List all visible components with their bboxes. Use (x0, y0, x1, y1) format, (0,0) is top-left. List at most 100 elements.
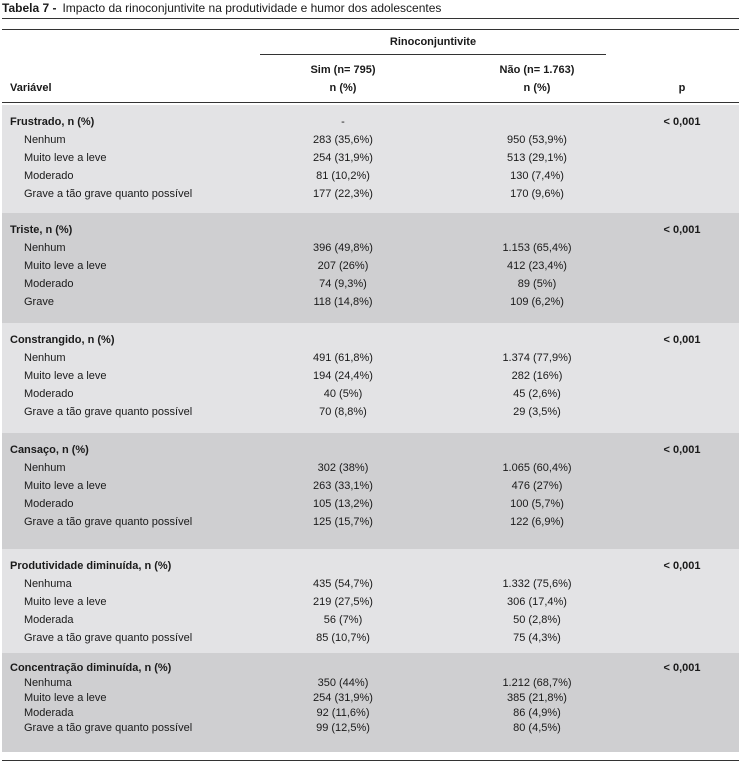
row-sim-value: 118 (14,8%) (313, 296, 373, 308)
table-row: Muito leve a leve 194 (24,4%) 282 (16%) (2, 367, 739, 385)
header-sim-unit: n (%) (329, 82, 357, 94)
group-label: Constrangido, n (%) (10, 334, 115, 346)
row-sim-value: 125 (15,7%) (313, 516, 373, 528)
row-label: Muito leve a leve (24, 480, 107, 492)
group-p-value: < 0,001 (663, 444, 701, 456)
table-row: Nenhum 491 (61,8%) 1.374 (77,9%) (2, 349, 739, 367)
table-row: Muito leve a leve 263 (33,1%) 476 (27%) (2, 477, 739, 495)
row-sim-value: 491 (61,8%) (313, 352, 373, 364)
group-label: Frustrado, n (%) (10, 116, 95, 128)
row-nao-value: 75 (4,3%) (513, 632, 561, 644)
group-sim-value: - (341, 116, 345, 128)
table-row: Muito leve a leve 219 (27,5%) 306 (17,4%) (2, 593, 739, 611)
table-group: Cansaço, n (%) < 0,001 Nenhum 302 (38%) 1.06… (2, 433, 739, 549)
group-p-value: < 0,001 (663, 662, 701, 674)
row-label: Moderada (24, 614, 74, 626)
row-nao-value: 122 (6,9%) (510, 516, 564, 528)
row-nao-value: 50 (2,8%) (513, 614, 561, 626)
table-row: Moderado 74 (9,3%) 89 (5%) (2, 275, 739, 293)
table-row: Nenhum 283 (35,6%) 950 (53,9%) (2, 131, 739, 149)
top-rule-2 (2, 29, 739, 30)
table-row: Moderado 81 (10,2%) 130 (7,4%) (2, 167, 739, 185)
group-p-value: < 0,001 (663, 560, 701, 572)
row-nao-value: 950 (53,9%) (507, 134, 567, 146)
row-nao-value: 89 (5%) (517, 278, 557, 290)
row-label: Grave a tão grave quanto possível (24, 516, 193, 528)
row-label: Nenhum (24, 462, 66, 474)
row-nao-value: 45 (2,6%) (513, 388, 561, 400)
row-sim-value: 194 (24,4%) (313, 370, 373, 382)
header-group-rule (260, 54, 606, 55)
group-label: Cansaço, n (%) (10, 444, 89, 456)
row-nao-value: 130 (7,4%) (510, 170, 564, 182)
row-label: Grave (24, 296, 54, 308)
row-nao-value: 29 (3,5%) (513, 406, 561, 418)
row-label: Moderado (24, 278, 74, 290)
row-sim-value: 105 (13,2%) (313, 498, 373, 510)
row-nao-value: 1.332 (75,6%) (502, 578, 572, 590)
bottom-rule (2, 760, 739, 761)
table-row: Moderada 56 (7%) 50 (2,8%) (2, 611, 739, 629)
group-header-row: Concentração diminuída, n (%) < 0,001 (2, 661, 739, 676)
row-nao-value: 80 (4,5%) (513, 722, 561, 734)
table-row: Grave a tão grave quanto possível 177 (22… (2, 185, 739, 203)
row-label: Moderado (24, 170, 74, 182)
row-label: Grave a tão grave quanto possível (24, 722, 193, 734)
group-header-row: Frustrado, n (%) - < 0,001 (2, 113, 739, 131)
group-header-row: Triste, n (%) < 0,001 (2, 221, 739, 239)
top-rule (2, 18, 739, 19)
table-row: Moderada 92 (11,6%) 86 (4,9%) (2, 706, 739, 721)
table-row: Nenhum 302 (38%) 1.065 (60,4%) (2, 459, 739, 477)
caption-title: Impacto da rinoconjuntivite na produtivi… (62, 1, 442, 15)
row-sim-value: 92 (11,6%) (316, 707, 370, 719)
row-sim-value: 263 (33,1%) (313, 480, 373, 492)
group-label: Concentração diminuída, n (%) (10, 662, 172, 674)
row-nao-value: 109 (6,2%) (510, 296, 564, 308)
table-group: Constrangido, n (%) < 0,001 Nenhum 491 (61,… (2, 323, 739, 433)
header-group: Rinoconjuntivite (389, 36, 477, 48)
row-nao-value: 1.065 (60,4%) (502, 462, 572, 474)
table-caption: Tabela 7 - Impacto da rinoconjuntivite na… (2, 0, 441, 18)
header-bottom-rule (2, 102, 739, 103)
table-group: Produtividade diminuída, n (%) < 0,001 Nen… (2, 549, 739, 653)
group-p-value: < 0,001 (663, 116, 701, 128)
row-sim-value: 81 (10,2%) (316, 170, 370, 182)
row-nao-value: 1.153 (65,4%) (502, 242, 572, 254)
row-nao-value: 86 (4,9%) (513, 707, 561, 719)
row-sim-value: 350 (44%) (317, 677, 369, 689)
row-nao-value: 170 (9,6%) (510, 188, 564, 200)
row-nao-value: 1.374 (77,9%) (502, 352, 572, 364)
row-sim-value: 207 (26%) (317, 260, 369, 272)
row-sim-value: 70 (8,8%) (319, 406, 367, 418)
table-row: Grave a tão grave quanto possível 70 (8,8… (2, 403, 739, 421)
header-sim: Sim (n= 795) (310, 64, 376, 76)
row-sim-value: 74 (9,3%) (319, 278, 367, 290)
table-row: Nenhum 396 (49,8%) 1.153 (65,4%) (2, 239, 739, 257)
group-header-row: Cansaço, n (%) < 0,001 (2, 441, 739, 459)
row-sim-value: 219 (27,5%) (313, 596, 373, 608)
table-row: Grave 118 (14,8%) 109 (6,2%) (2, 293, 739, 311)
row-sim-value: 177 (22,3%) (313, 188, 373, 200)
group-p-value: < 0,001 (663, 224, 701, 236)
group-p-value: < 0,001 (663, 334, 701, 346)
row-nao-value: 476 (27%) (511, 480, 563, 492)
row-nao-value: 282 (16%) (511, 370, 563, 382)
row-nao-value: 306 (17,4%) (507, 596, 567, 608)
row-label: Moderado (24, 388, 74, 400)
row-sim-value: 254 (31,9%) (313, 692, 373, 704)
row-label: Muito leve a leve (24, 370, 107, 382)
row-nao-value: 385 (21,8%) (507, 692, 567, 704)
group-label: Triste, n (%) (10, 224, 73, 236)
row-label: Nenhum (24, 352, 66, 364)
row-sim-value: 302 (38%) (317, 462, 369, 474)
row-nao-value: 100 (5,7%) (510, 498, 564, 510)
row-sim-value: 99 (12,5%) (316, 722, 370, 734)
table-row: Moderado 40 (5%) 45 (2,6%) (2, 385, 739, 403)
group-header-row: Produtividade diminuída, n (%) < 0,001 (2, 557, 739, 575)
table-row: Muito leve a leve 254 (31,9%) 385 (21,8%) (2, 691, 739, 706)
row-nao-value: 1.212 (68,7%) (502, 677, 572, 689)
header-nao-unit: n (%) (523, 82, 551, 94)
row-label: Nenhuma (24, 578, 72, 590)
row-label: Nenhum (24, 134, 66, 146)
row-label: Muito leve a leve (24, 152, 107, 164)
